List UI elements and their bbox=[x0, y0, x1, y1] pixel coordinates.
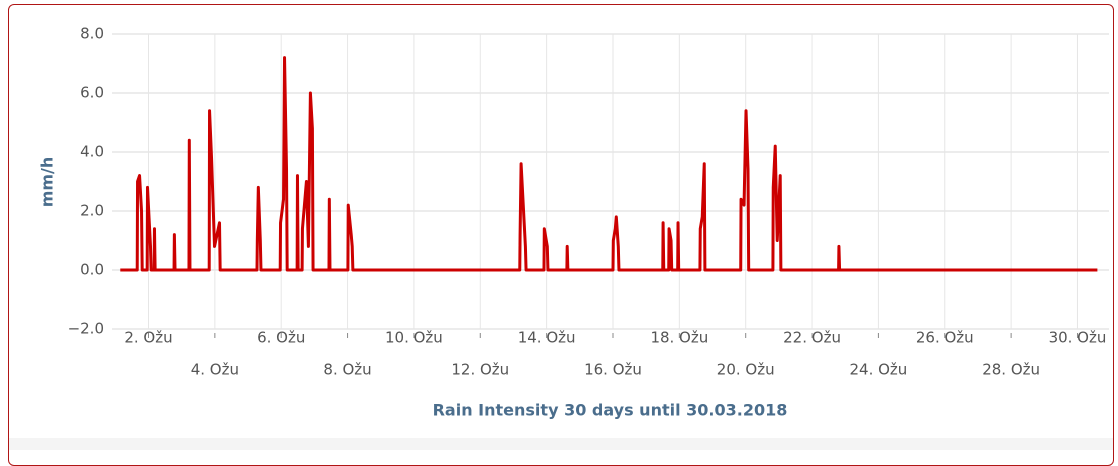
x-tick-label: 12. Ožu bbox=[451, 361, 509, 379]
x-tick-label: 2. Ožu bbox=[124, 329, 172, 347]
y-tick-label: −2.0 bbox=[68, 320, 104, 338]
y-tick-label: 6.0 bbox=[80, 84, 104, 102]
chart: mm/h Rain Intensity 30 days until 30.03.… bbox=[38, 25, 1109, 420]
x-tick-label: 10. Ožu bbox=[385, 329, 443, 347]
page: mm/h Rain Intensity 30 days until 30.03.… bbox=[8, 4, 1114, 466]
x-tick-label: 18. Ožu bbox=[650, 329, 708, 347]
x-tick-label: 22. Ožu bbox=[783, 329, 841, 347]
y-tick-label: 8.0 bbox=[80, 25, 104, 43]
y-tick-label: 4.0 bbox=[80, 143, 104, 161]
y-tick-label: 2.0 bbox=[80, 202, 104, 220]
x-tick-label: 14. Ožu bbox=[518, 329, 576, 347]
x-tick-label: 4. Ožu bbox=[191, 361, 239, 379]
y-axis-label: mm/h bbox=[38, 157, 57, 208]
footer-strip bbox=[9, 438, 1113, 450]
x-tick-label: 30. Ožu bbox=[1049, 329, 1107, 347]
x-tick-label: 16. Ožu bbox=[584, 361, 642, 379]
x-tick-label: 24. Ožu bbox=[850, 361, 908, 379]
chart-card bbox=[8, 4, 1114, 466]
x-tick-label: 20. Ožu bbox=[717, 361, 775, 379]
y-tick-label: 0.0 bbox=[80, 261, 104, 279]
x-tick-label: 6. Ožu bbox=[257, 329, 305, 347]
x-tick-label: 8. Ožu bbox=[323, 361, 371, 379]
x-tick-label: 26. Ožu bbox=[916, 329, 974, 347]
rain-line bbox=[120, 56, 1098, 272]
x-tick-label: 28. Ožu bbox=[982, 361, 1040, 379]
chart-title: Rain Intensity 30 days until 30.03.2018 bbox=[433, 401, 788, 420]
